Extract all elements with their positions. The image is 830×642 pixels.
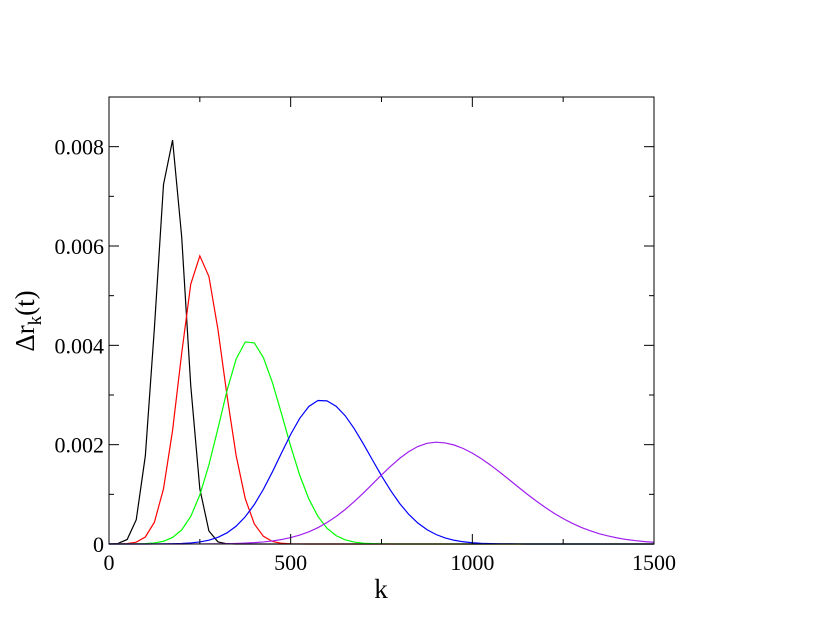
- x-tick-label: 0: [104, 550, 115, 575]
- y-tick-label: 0.002: [55, 433, 105, 458]
- y-label-sub: k: [25, 315, 46, 325]
- y-tick-label: 0.004: [55, 333, 105, 358]
- y-label-main: Δr: [10, 325, 40, 351]
- x-tick-label: 1500: [632, 550, 676, 575]
- y-tick-label: 0.008: [55, 135, 105, 160]
- x-axis-label: k: [374, 574, 388, 604]
- y-tick-label: 0.006: [55, 234, 105, 259]
- y-label-tail: (t): [10, 290, 40, 315]
- y-axis-label: Δrk(t): [10, 290, 46, 351]
- y-tick-label: 0: [93, 532, 104, 557]
- x-tick-label: 1000: [450, 550, 494, 575]
- x-tick-label: 500: [274, 550, 307, 575]
